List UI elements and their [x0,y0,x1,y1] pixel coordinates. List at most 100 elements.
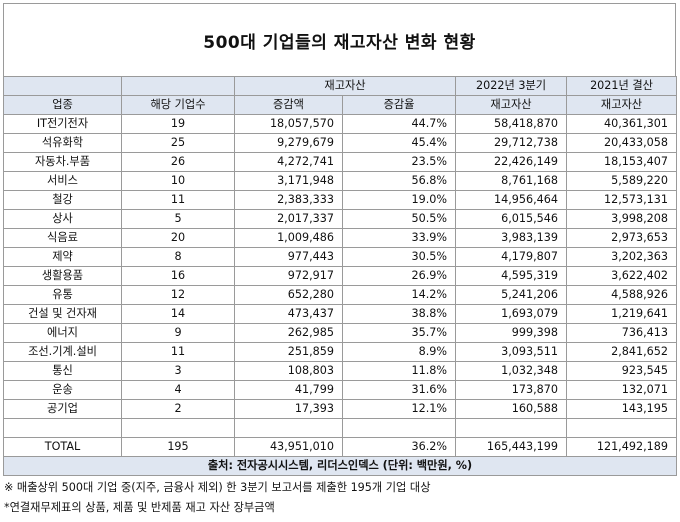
blank-row [3,418,678,438]
cell-industry: 유통 [3,285,122,305]
cell-change: 3,171,948 [234,171,343,191]
blank-cell [455,418,568,438]
cell-industry: 조선.기계.설비 [3,342,122,362]
cell-change: 41,799 [234,380,343,400]
cell-industry: 생활용품 [3,266,122,286]
blank-cell [341,418,457,438]
source-row: 출처: 전자공시시스템, 리더스인덱스 (단위: 백만원, %) [2,456,678,476]
footnote-scope: ※ 매출상위 500대 기업 중(지주, 금융사 제외) 한 3분기 보고서를 … [4,481,431,494]
cell-rate: 26.9% [341,266,457,286]
cell-count: 14 [121,304,235,324]
cell-inventory-2021: 736,413 [566,323,678,343]
cell-change: 262,985 [234,323,343,343]
cell-count: 195 [121,437,235,457]
source-note: 출처: 전자공시시스템, 리더스인덱스 (단위: 백만원, %) [2,456,678,476]
cell-count: 3 [121,361,235,381]
cell-change: 652,280 [234,285,343,305]
cell-rate: 8.9% [341,342,457,362]
cell-inventory-2021: 18,153,407 [566,152,678,172]
table-row: 건설 및 건자재 14 473,437 38.8% 1,693,079 1,219,641 [3,304,678,324]
cell-count: 12 [121,285,235,305]
cell-inventory-q3: 22,426,149 [455,152,568,172]
cell-inventory-q3: 160,588 [455,399,568,419]
cell-industry: 식음료 [3,228,122,248]
cell-change: 2,383,333 [234,190,343,210]
cell-industry: IT전기전자 [3,114,122,134]
cell-industry: 제약 [3,247,122,267]
header-row-group: 재고자산 2022년 3분기 2021년 결산 [3,76,678,96]
cell-industry: 서비스 [3,171,122,191]
cell-inventory-q3: 1,693,079 [455,304,568,324]
cell-industry: 운송 [3,380,122,400]
cell-rate: 44.7% [341,114,457,134]
header-group-inventory: 재고자산 [233,76,457,96]
cell-rate: 30.5% [341,247,457,267]
cell-rate: 38.8% [341,304,457,324]
cell-industry: TOTAL [3,437,122,457]
table-row: 석유화학 25 9,279,679 45.4% 29,712,738 20,433,058 [3,133,678,153]
column-header-industry: 업종 [3,95,122,115]
cell-inventory-q3: 165,443,199 [455,437,568,457]
header-period-2021: 2021년 결산 [566,76,678,96]
table-row: 생활용품 16 972,917 26.9% 4,595,319 3,622,402 [3,266,678,286]
cell-count: 9 [121,323,235,343]
cell-change: 473,437 [234,304,343,324]
cell-change: 1,009,486 [234,228,343,248]
cell-rate: 50.5% [341,209,457,229]
cell-industry: 에너지 [3,323,122,343]
table-row: IT전기전자 19 18,057,570 44.7% 58,418,870 40,361,… [3,114,678,134]
table-row: 조선.기계.설비 11 251,859 8.9% 3,093,511 2,841,652 [3,342,678,362]
cell-inventory-2021: 5,589,220 [566,171,678,191]
cell-count: 8 [121,247,235,267]
cell-inventory-2021: 4,588,926 [566,285,678,305]
cell-rate: 11.8% [341,361,457,381]
cell-industry: 건설 및 건자재 [3,304,122,324]
cell-inventory-2021: 3,998,208 [566,209,678,229]
cell-industry: 통신 [3,361,122,381]
cell-change: 972,917 [234,266,343,286]
table-row: 통신 3 108,803 11.8% 1,032,348 923,545 [3,361,678,381]
cell-inventory-q3: 6,015,546 [455,209,568,229]
cell-count: 11 [121,342,235,362]
header-row-columns: 업종 해당 기업수 증감액 증감율 재고자산 재고자산 [3,95,678,115]
cell-inventory-q3: 3,093,511 [455,342,568,362]
cell-rate: 35.7% [341,323,457,343]
cell-change: 43,951,010 [234,437,343,457]
cell-count: 5 [121,209,235,229]
cell-inventory-q3: 1,032,348 [455,361,568,381]
header-blank-industry [3,76,122,96]
cell-inventory-q3: 14,956,464 [455,190,568,210]
cell-count: 25 [121,133,235,153]
cell-rate: 33.9% [341,228,457,248]
cell-rate: 31.6% [341,380,457,400]
table-row: 철강 11 2,383,333 19.0% 14,956,464 12,573,131 [3,190,678,210]
table-row: 유통 12 652,280 14.2% 5,241,206 4,588,926 [3,285,678,305]
cell-inventory-q3: 173,870 [455,380,568,400]
blank-cell [566,418,678,438]
footnotes: ※ 매출상위 500대 기업 중(지주, 금융사 제외) 한 3분기 보고서를 … [4,478,676,518]
cell-rate: 19.0% [341,190,457,210]
cell-inventory-q3: 29,712,738 [455,133,568,153]
cell-count: 4 [121,380,235,400]
cell-count: 16 [121,266,235,286]
cell-inventory-2021: 923,545 [566,361,678,381]
cell-count: 10 [121,171,235,191]
cell-inventory-2021: 2,973,653 [566,228,678,248]
cell-inventory-2021: 3,202,363 [566,247,678,267]
blank-cell [234,418,343,438]
cell-rate: 56.8% [341,171,457,191]
column-header-inventory-2021: 재고자산 [566,95,678,115]
cell-count: 19 [121,114,235,134]
header-period-q3: 2022년 3분기 [455,76,568,96]
cell-change: 977,443 [234,247,343,267]
cell-change: 17,393 [234,399,343,419]
table-row: 공기업 2 17,393 12.1% 160,588 143,195 [3,399,678,419]
cell-change: 108,803 [234,361,343,381]
page-title: 500대 기업들의 재고자산 변화 현황 [203,32,476,53]
cell-industry: 자동차.부품 [3,152,122,172]
blank-cell [121,418,235,438]
cell-rate: 36.2% [341,437,457,457]
column-header-inventory-q3: 재고자산 [455,95,568,115]
cell-inventory-2021: 20,433,058 [566,133,678,153]
